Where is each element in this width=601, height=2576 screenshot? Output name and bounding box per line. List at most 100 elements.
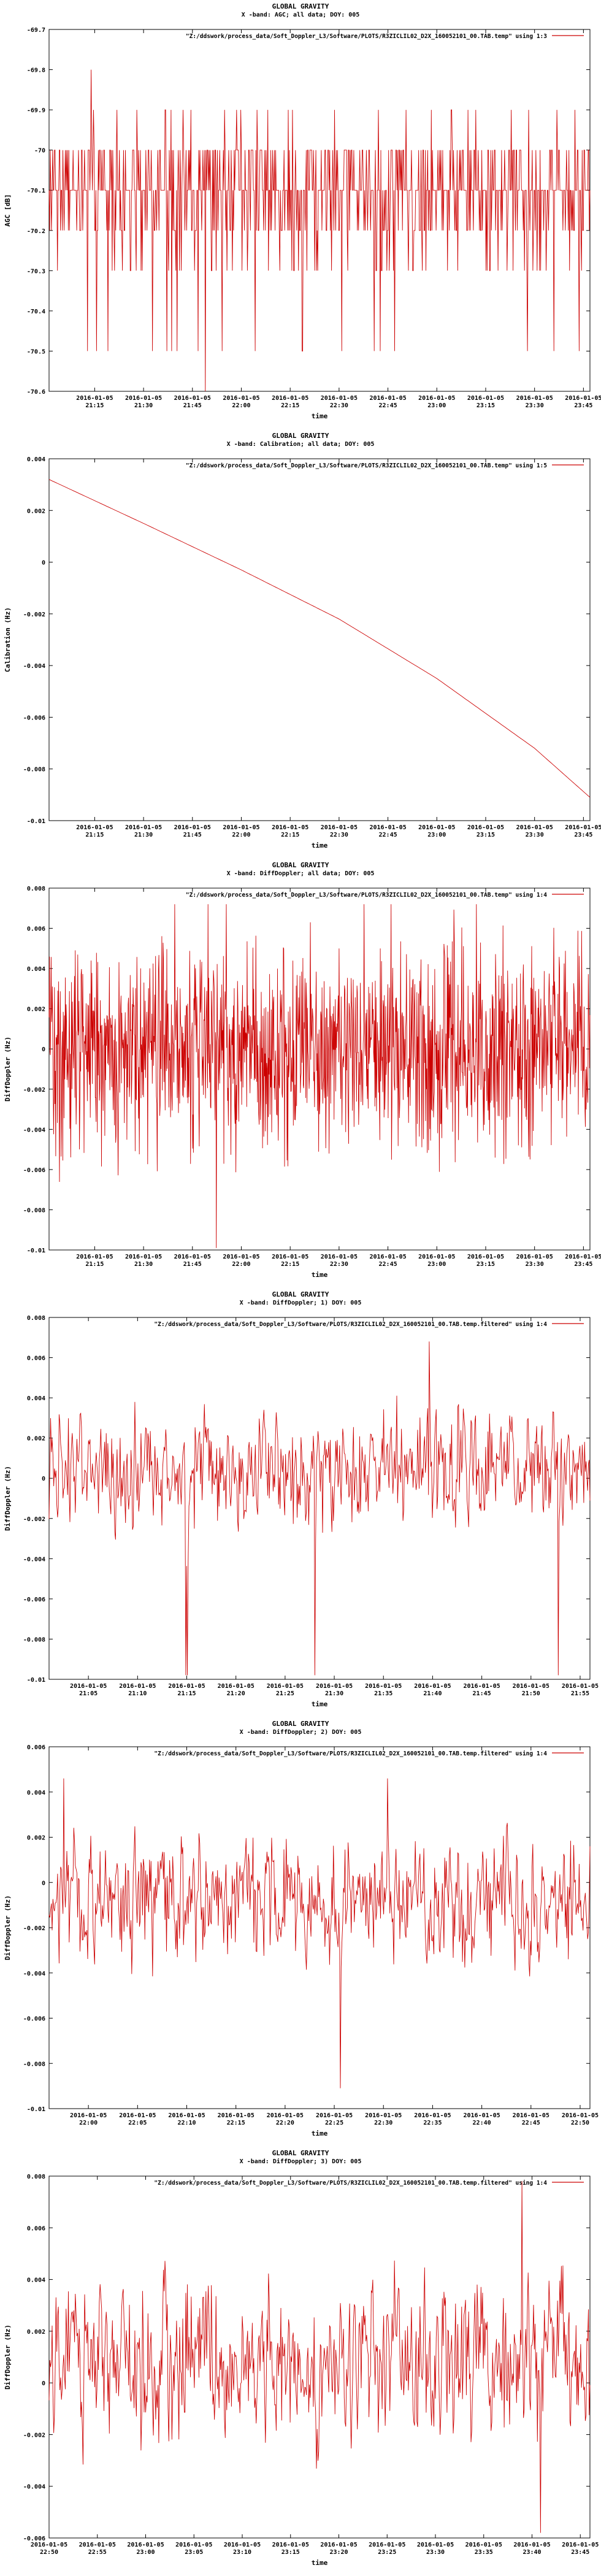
- y-tick-label: -0.002: [23, 1516, 45, 1523]
- x-tick-label-date: 2016-01-05: [418, 1254, 455, 1260]
- x-tick-label-time: 21:20: [227, 1690, 245, 1697]
- y-tick-label: -0.01: [27, 818, 45, 825]
- y-tick-label: -70.6: [27, 389, 45, 396]
- x-axis-label: time: [312, 1271, 328, 1279]
- series-line: [48, 1341, 591, 1676]
- x-tick-label-time: 22:15: [281, 1261, 299, 1268]
- x-tick-label-time: 21:05: [79, 1690, 98, 1697]
- y-tick-label: 0.008: [27, 2174, 45, 2180]
- x-tick-label-date: 2016-01-05: [218, 2112, 255, 2119]
- y-tick-label: 0.002: [27, 1835, 45, 1842]
- x-tick-label-time: 22:30: [374, 2120, 392, 2126]
- y-axis-label: AGC [dB]: [4, 194, 12, 227]
- series-line: [48, 479, 591, 798]
- x-tick-label-date: 2016-01-05: [465, 2542, 502, 2548]
- x-tick-label-time: 22:45: [522, 2120, 540, 2126]
- y-tick-label: -0.01: [27, 1677, 45, 1684]
- x-tick-label-date: 2016-01-05: [76, 1254, 113, 1260]
- x-tick-label-time: 23:30: [526, 832, 544, 838]
- y-tick-label: -0.004: [23, 1556, 45, 1563]
- y-tick-label: 0: [42, 2380, 45, 2387]
- y-axis-label: DiffDoppler (Hz): [4, 2325, 12, 2390]
- x-tick-label-time: 23:30: [526, 1261, 544, 1268]
- x-tick-label-time: 22:45: [379, 402, 397, 409]
- x-tick-label-time: 22:25: [325, 2120, 343, 2126]
- x-tick-label-date: 2016-01-05: [316, 1683, 353, 1690]
- y-tick-label: 0.008: [27, 1315, 45, 1322]
- y-tick-label: 0.008: [27, 886, 45, 892]
- x-tick-label-time: 22:50: [40, 2549, 58, 2556]
- x-tick-label-time: 21:30: [134, 402, 153, 409]
- x-axis-label: time: [312, 841, 328, 849]
- x-tick-label-time: 22:45: [379, 1261, 397, 1268]
- x-tick-label-time: 23:25: [378, 2549, 396, 2556]
- x-tick-label-time: 23:15: [477, 1261, 495, 1268]
- x-tick-label-date: 2016-01-05: [562, 2542, 599, 2548]
- x-tick-label-date: 2016-01-05: [562, 1683, 599, 1690]
- chart-subtitle: X -band: DiffDoppler; 1) DOY: 005: [240, 1299, 362, 1306]
- x-tick-label-date: 2016-01-05: [70, 1683, 107, 1690]
- y-tick-label: -69.8: [27, 67, 45, 74]
- x-tick-label-date: 2016-01-05: [562, 2112, 599, 2119]
- x-tick-label-time: 21:30: [134, 832, 153, 838]
- x-tick-label-time: 21:45: [183, 832, 202, 838]
- legend-label: "Z:/ddswork/process_data/Soft_Doppler_L3…: [154, 2180, 547, 2187]
- x-tick-label-time: 22:40: [473, 2120, 491, 2126]
- x-tick-label-date: 2016-01-05: [467, 395, 504, 402]
- x-tick-label-time: 23:45: [574, 1261, 592, 1268]
- y-tick-label: -0.008: [23, 1636, 45, 1643]
- x-tick-label-date: 2016-01-05: [125, 395, 162, 402]
- x-tick-label-time: 23:05: [185, 2549, 203, 2556]
- x-tick-label-date: 2016-01-05: [79, 2542, 116, 2548]
- x-tick-label-time: 23:15: [281, 2549, 300, 2556]
- x-tick-label-date: 2016-01-05: [272, 395, 308, 402]
- x-axis-label: time: [312, 2559, 328, 2567]
- y-tick-label: -0.006: [23, 2016, 45, 2023]
- x-tick-label-date: 2016-01-05: [513, 2112, 549, 2119]
- y-tick-label: 0.002: [27, 508, 45, 515]
- x-tick-label-date: 2016-01-05: [516, 1254, 553, 1260]
- x-tick-label-time: 23:45: [574, 402, 592, 409]
- x-tick-label-date: 2016-01-05: [321, 824, 358, 831]
- x-tick-label-date: 2016-01-05: [272, 2542, 309, 2548]
- y-tick-label: 0.006: [27, 926, 45, 933]
- x-tick-label-date: 2016-01-05: [267, 1683, 304, 1690]
- y-tick-label: -69.9: [27, 107, 45, 114]
- x-tick-label-date: 2016-01-05: [168, 2112, 205, 2119]
- x-tick-label-time: 21:25: [276, 1690, 294, 1697]
- x-tick-label-date: 2016-01-05: [418, 824, 455, 831]
- plot-frame: [48, 1746, 591, 2109]
- chart-title: GLOBAL GRAVITY: [272, 1290, 329, 1298]
- x-tick-label-date: 2016-01-05: [513, 1683, 549, 1690]
- y-tick-label: 0: [42, 1046, 45, 1053]
- x-tick-label-time: 21:45: [183, 402, 202, 409]
- x-tick-label-time: 21:15: [85, 832, 104, 838]
- y-tick-label: -70.5: [27, 348, 45, 355]
- y-axis-label: Calibration (Hz): [4, 607, 12, 672]
- series-line: [48, 2181, 591, 2533]
- x-tick-label-date: 2016-01-05: [565, 1254, 601, 1260]
- x-tick-label-time: 23:30: [426, 2549, 445, 2556]
- legend-label: "Z:/ddswork/process_data/Soft_Doppler_L3…: [186, 462, 547, 469]
- x-tick-label-date: 2016-01-05: [119, 2112, 156, 2119]
- x-tick-label-time: 22:35: [423, 2120, 442, 2126]
- x-axis-label: time: [312, 412, 328, 420]
- chart-subtitle: X -band: AGC; all data; DOY: 005: [242, 12, 360, 18]
- legend-label: "Z:/ddswork/process_data/Soft_Doppler_L3…: [154, 1750, 547, 1757]
- x-tick-label-date: 2016-01-05: [369, 1254, 406, 1260]
- x-tick-label-time: 22:00: [79, 2120, 98, 2126]
- chart-title: GLOBAL GRAVITY: [272, 2149, 329, 2157]
- chart-subtitle: X -band: DiffDoppler; all data; DOY: 005: [227, 870, 375, 877]
- x-tick-label-date: 2016-01-05: [223, 824, 259, 831]
- y-tick-label: -69.7: [27, 27, 45, 34]
- x-tick-label-date: 2016-01-05: [125, 1254, 162, 1260]
- x-tick-label-time: 21:35: [374, 1690, 392, 1697]
- plot-frame: [48, 29, 591, 392]
- y-axis-label: DiffDoppler (Hz): [4, 1895, 12, 1960]
- y-tick-label: 0.006: [27, 1744, 45, 1751]
- x-tick-label-time: 22:30: [330, 402, 348, 409]
- y-tick-label: 0.006: [27, 2225, 45, 2232]
